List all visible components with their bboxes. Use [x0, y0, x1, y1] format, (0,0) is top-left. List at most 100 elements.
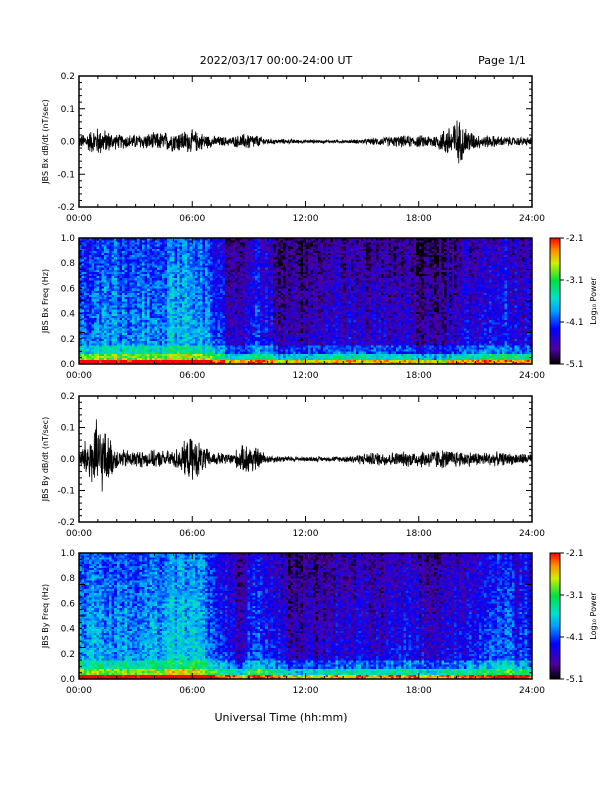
spectrogram-cell — [272, 334, 276, 337]
spectrogram-cell — [116, 315, 120, 319]
spectrogram-cell — [99, 242, 102, 245]
spectrogram-cell — [280, 338, 284, 342]
spectrogram-cell — [116, 263, 120, 266]
spectrogram-cell — [240, 248, 243, 251]
spectrogram-cell — [131, 244, 135, 247]
spectrogram-cell — [204, 351, 208, 354]
spectrogram-cell — [272, 259, 276, 262]
spectrogram-cell — [146, 292, 150, 295]
spectrogram-cell — [192, 254, 196, 258]
spectrogram-cell — [172, 326, 175, 329]
spectrogram-cell — [109, 343, 113, 346]
spectrogram-cell — [237, 311, 241, 314]
spectrogram-cell — [265, 254, 269, 258]
spectrogram-cell — [94, 315, 97, 319]
spectrogram-cell — [232, 273, 236, 277]
spectrogram-cell — [262, 324, 266, 327]
spectrogram-cell — [144, 254, 148, 258]
spectrogram-cell — [179, 359, 183, 363]
spectrogram-cell — [265, 305, 269, 308]
spectrogram-cell — [255, 254, 258, 258]
spectrogram-cell — [252, 263, 256, 266]
spectrogram-cell — [101, 286, 105, 289]
spectrogram-cell — [86, 315, 90, 319]
spectrogram-cell — [114, 359, 118, 363]
spectrogram-cell — [134, 326, 138, 329]
spectrogram-cell — [232, 298, 236, 302]
spectrogram-cell — [192, 259, 196, 262]
spectrogram-cell — [86, 317, 90, 321]
spectrogram-cell — [141, 240, 145, 243]
spectrogram-cell — [222, 357, 226, 361]
spectrogram-cell — [242, 280, 246, 283]
spectrogram-cell — [277, 343, 281, 346]
spectrogram-cell — [265, 292, 269, 295]
spectrogram-cell — [167, 263, 170, 266]
spectrogram-cell — [212, 296, 216, 300]
spectrogram-cell — [242, 303, 246, 306]
spectrogram-cell — [104, 282, 107, 285]
spectrogram-cell — [81, 317, 85, 321]
spectrogram-cell — [126, 332, 130, 335]
spectrogram-cell — [114, 338, 118, 342]
spectrogram-cell — [139, 250, 143, 253]
spectrogram-cell — [174, 349, 178, 352]
spectrogram-cell — [272, 290, 276, 293]
spectrogram-cell — [79, 280, 82, 283]
spectrogram-cell — [157, 244, 160, 247]
spectrogram-cell — [227, 267, 231, 270]
spectrogram-cell — [79, 324, 82, 327]
spectrogram-cell — [116, 319, 120, 323]
spectrogram-cell — [277, 349, 281, 352]
spectrogram-cell — [219, 242, 223, 245]
spectrogram-cell — [114, 357, 118, 361]
spectrogram-cell — [141, 347, 145, 350]
spectrogram-cell — [149, 326, 153, 329]
spectrogram-cell — [141, 259, 145, 262]
spectrogram-cell — [260, 256, 264, 260]
spectrogram-cell — [260, 288, 264, 291]
spectrogram-cell — [134, 250, 138, 253]
spectrogram-cell — [257, 242, 261, 245]
spectrogram-cell — [106, 267, 110, 270]
spectrogram-cell — [237, 336, 241, 340]
spectrogram-cell — [257, 361, 261, 365]
spectrogram-cell — [101, 313, 105, 316]
spectrogram-cell — [257, 277, 261, 281]
spectrogram-cell — [275, 313, 279, 316]
spectrogram-cell — [129, 244, 133, 247]
spectrogram-cell — [277, 334, 281, 337]
spectrogram-cell — [146, 322, 150, 325]
spectrogram-cell — [217, 357, 221, 361]
spectrogram-cell — [159, 242, 163, 245]
spectrogram-cell — [280, 326, 284, 329]
spectrogram-cell — [109, 269, 113, 272]
spectrogram-cell — [184, 322, 188, 325]
spectrogram-cell — [182, 294, 185, 298]
spectrogram-cell — [114, 242, 118, 245]
spectrogram-cell — [151, 307, 155, 310]
spectrogram-cell — [255, 322, 258, 325]
spectrogram-cell — [99, 359, 102, 363]
spectrogram-cell — [174, 259, 178, 262]
spectrogram-cell — [167, 319, 170, 323]
spectrogram-cell — [214, 244, 218, 247]
spectrogram-cell — [217, 301, 221, 304]
spectrogram-cell — [262, 238, 266, 241]
spectrogram-cell — [242, 256, 246, 260]
spectrogram-cell — [162, 259, 165, 262]
spectrogram-cell — [116, 353, 120, 356]
spectrogram-cell — [139, 259, 143, 262]
spectrogram-cell — [214, 252, 218, 256]
spectrogram-cell — [159, 265, 163, 268]
spectrogram-cell — [262, 292, 266, 295]
spectrogram-cell — [94, 326, 97, 329]
spectrogram-cell — [129, 334, 133, 337]
spectrogram-cell — [255, 305, 258, 308]
spectrogram-cell — [275, 265, 279, 268]
spectrogram-cell — [169, 292, 173, 295]
spectrogram-cell — [182, 252, 185, 256]
spectrogram-cell — [270, 317, 274, 321]
spectrogram-cell — [212, 351, 216, 354]
